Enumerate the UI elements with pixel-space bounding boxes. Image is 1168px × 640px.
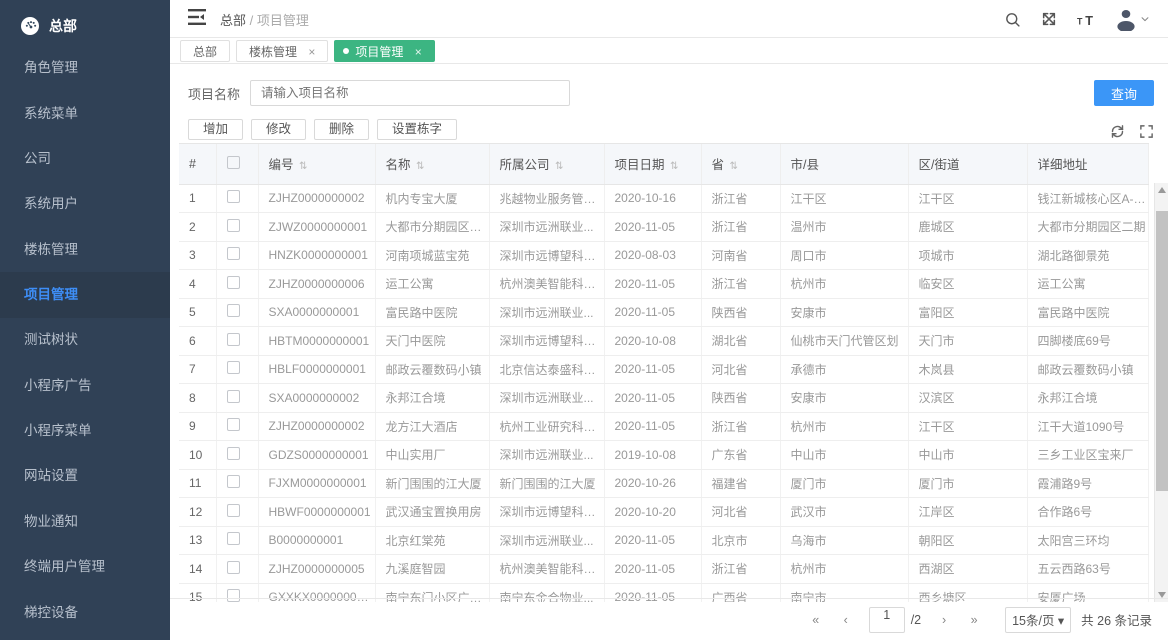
svg-text:T: T (1077, 16, 1083, 26)
svg-text:T: T (1085, 14, 1093, 27)
